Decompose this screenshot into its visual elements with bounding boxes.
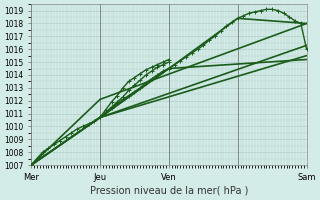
X-axis label: Pression niveau de la mer( hPa ): Pression niveau de la mer( hPa ) (90, 186, 248, 196)
